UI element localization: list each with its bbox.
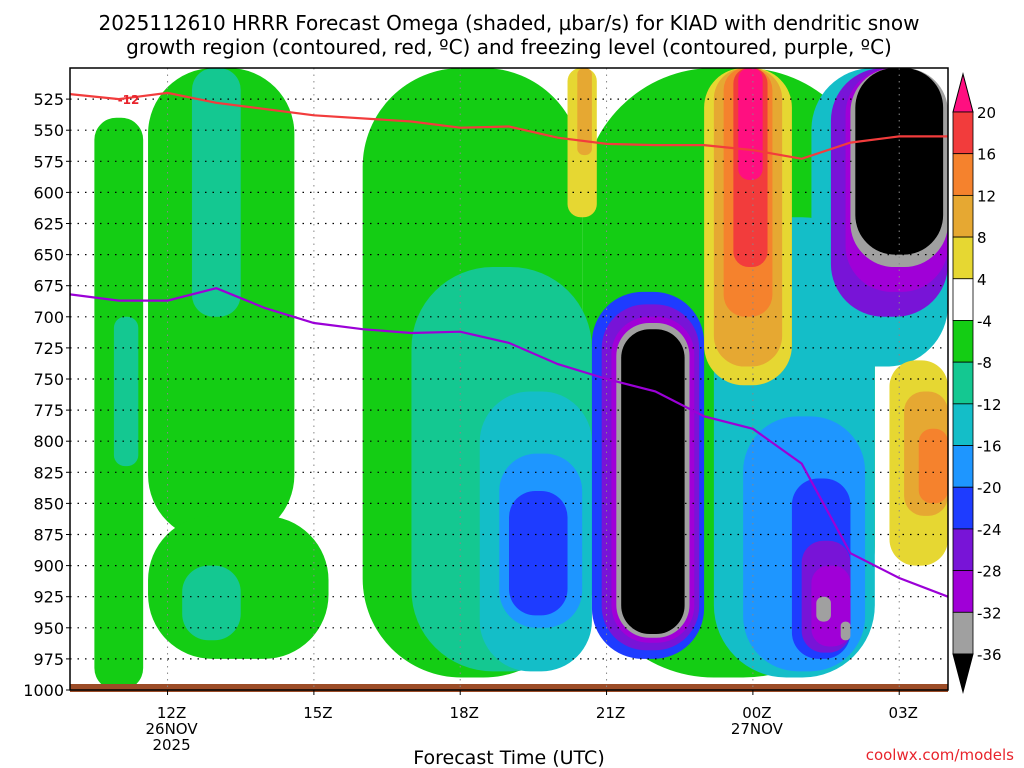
y-tick-label: 850 [33,494,64,513]
credit-text: coolwx.com/models [866,746,1014,764]
y-tick-label: 725 [33,339,64,358]
colorbar-label: -36 [977,646,1002,664]
colorbar-label: -32 [977,604,1002,622]
x-tick-label: 00Z [742,704,771,722]
colorbar-swatch [952,445,974,488]
colorbar-label: -12 [977,396,1002,414]
freezing-level-line [70,287,948,598]
colorbar-label: 20 [977,104,996,122]
ground-surface [70,684,948,692]
omega-cell-7 [182,565,241,641]
colorbar-swatch [952,570,974,613]
chart-title-line-1: 2025112610 HRRR Forecast Omega (shaded, … [99,11,920,35]
y-tick-label: 800 [33,432,64,451]
x-tick-label: 2025 [152,736,190,754]
y-tick-label: 625 [33,215,64,234]
colorbar-label: -4 [977,312,992,330]
colorbar-label: -24 [977,521,1002,539]
x-tick-label: 12Z [157,704,186,722]
x-axis-label: Forecast Time (UTC) [413,747,604,768]
y-tick-label: 700 [33,308,64,327]
colorbar-swatch [952,194,974,238]
colorbar-label: -8 [977,354,992,372]
omega-cell-11 [509,490,568,616]
colorbar-swatch [952,278,974,321]
y-tick-label: 975 [33,650,64,669]
y-tick-label: 925 [33,588,64,607]
colorbar-swatch [952,486,974,530]
colorbar: 20 16 12 8 4 -4 -8 -12 -16 -20 -24 -28 -32 -36 [952,72,1002,694]
colorbar-swatch [952,403,974,446]
y-tick-label: 775 [33,401,64,420]
contour-layer: -12 [70,91,948,598]
omega-shading-layer [94,68,948,690]
x-tick-label: 15Z [303,704,332,722]
x-tick-label: 26NOV [145,720,198,738]
colorbar-swatch [952,153,974,196]
y-tick-label: 600 [33,183,64,202]
y-tick-label: 575 [33,152,64,171]
colorbar-swatch [952,236,974,280]
x-tick-label: 27NOV [731,720,784,738]
colorbar-label: 16 [977,146,996,164]
colorbar-label: 4 [977,271,987,289]
y-tick-label: 650 [33,246,64,265]
dgz-contour-line [70,91,948,160]
omega-cell-35 [738,68,763,180]
colorbar-swatch [952,361,974,405]
omega-cell-16 [621,329,685,635]
y-tick-label: 900 [33,557,64,576]
y-tick-label: 525 [33,90,64,109]
colorbar-label: -16 [977,438,1002,456]
omega-cell-22 [816,596,831,622]
omega-cell-5 [113,316,139,467]
colorbar-swatch [952,528,974,572]
colorbar-label: 12 [977,187,996,205]
y-tick-label: 950 [33,619,64,638]
x-tick-label: 18Z [450,704,479,722]
x-tick-label: 03Z [889,704,918,722]
omega-cell-28 [855,68,944,255]
dgz-contour-label: -12 [118,93,140,107]
x-tick-label: 21Z [596,704,625,722]
colorbar-label: -20 [977,479,1002,497]
y-axis: 525 550 575 600 625 650 675 700 725 750 775 800 825 8… [23,90,70,700]
y-tick-label: 1000 [23,681,64,700]
colorbar-label: 8 [977,229,987,247]
colorbar-swatch [952,111,974,155]
colorbar-swatch [952,320,974,363]
chart-title-line-2: growth region (contoured, red, ºC) and f… [126,35,892,59]
omega-cell-38 [918,428,948,504]
y-tick-label: 675 [33,277,64,296]
colorbar-swatch [952,611,974,655]
colorbar-label: -28 [977,563,1002,581]
omega-cell-30 [577,68,592,156]
colorbar-top-triangle [952,72,974,113]
y-tick-label: 550 [33,121,64,140]
colorbar-bottom-triangle [952,653,974,694]
y-tick-label: 825 [33,463,64,482]
y-tick-label: 750 [33,370,64,389]
y-tick-label: 875 [33,526,64,545]
omega-cell-23 [840,621,851,641]
